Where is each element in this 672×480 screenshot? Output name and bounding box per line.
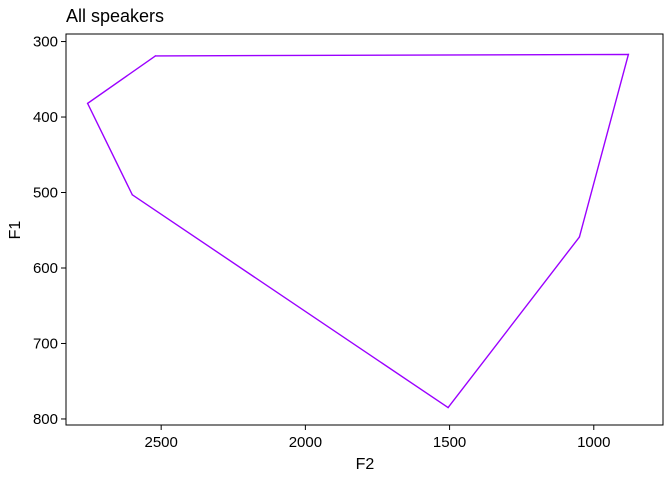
series-vertex-0: [154, 55, 157, 57]
y-tick-label: 500: [33, 185, 58, 202]
x-tick-label: 2000: [289, 434, 322, 451]
y-tick-label: 300: [33, 34, 58, 51]
y-tick-label: 800: [33, 411, 58, 428]
series-vertex-5: [86, 102, 89, 105]
y-axis: 300 400 500 600 700 800: [33, 34, 66, 428]
y-tick-label: 600: [33, 260, 58, 277]
x-axis-title: F2: [356, 456, 375, 473]
x-axis: 2500 2000 1500 1000: [144, 425, 610, 451]
plot-panel: [65, 33, 664, 426]
series-vertex-2: [578, 236, 581, 238]
y-tick-label: 700: [33, 335, 58, 352]
series-layer: [86, 53, 630, 409]
y-axis-title: F1: [7, 221, 24, 240]
x-tick-label: 1500: [433, 434, 466, 451]
series-vertex-1: [627, 53, 630, 56]
y-tick-label: 400: [33, 109, 58, 126]
series-vertex-3: [447, 406, 449, 409]
x-tick-label: 1000: [577, 434, 610, 451]
series-vertex-4: [131, 194, 133, 196]
chart-title: All speakers: [66, 6, 164, 26]
x-tick-label: 2500: [144, 434, 177, 451]
